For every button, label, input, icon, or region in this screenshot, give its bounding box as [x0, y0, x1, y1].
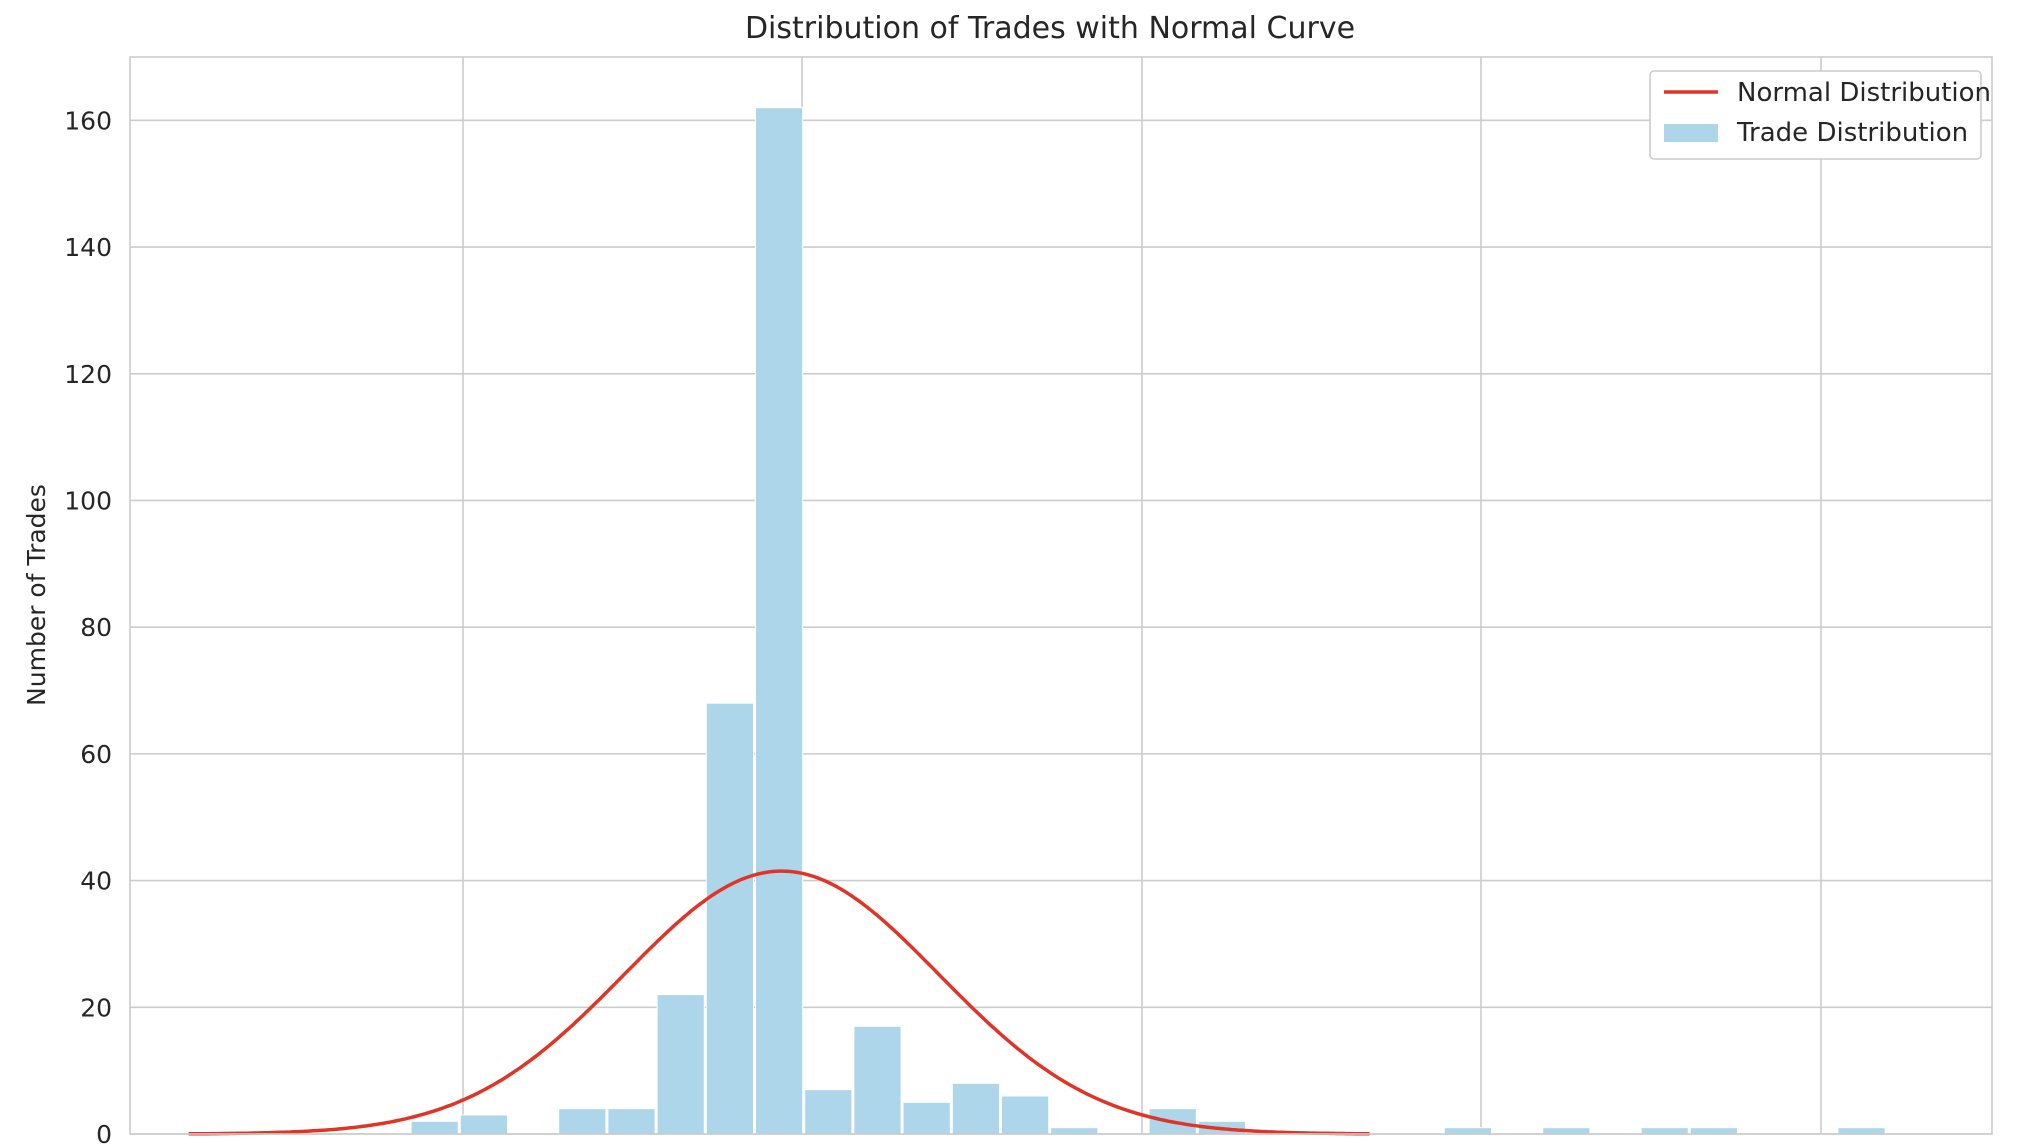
histogram-bar	[410, 1120, 459, 1135]
y-tick-label: 140	[64, 233, 112, 262]
histogram-bar	[558, 1108, 607, 1135]
axes-border	[129, 56, 1993, 1135]
histogram-bar	[1050, 1127, 1099, 1135]
legend-swatch-trade-distribution	[1664, 124, 1718, 142]
histogram-bar	[705, 702, 754, 1135]
legend: Normal Distribution Trade Distribution	[1649, 70, 1991, 160]
histogram-bars	[410, 107, 1886, 1135]
legend-label-normal-distribution: Normal Distribution	[1737, 78, 1991, 108]
axes-frame	[129, 56, 1993, 1135]
normal-distribution-line	[188, 869, 1370, 1136]
y-tick-label: 160	[64, 106, 112, 135]
histogram-bar	[1542, 1127, 1591, 1135]
histogram-bar	[656, 994, 705, 1135]
y-axis-label: Number of Trades	[22, 484, 51, 706]
histogram-bar	[951, 1082, 1000, 1135]
histogram-bar	[1689, 1127, 1739, 1135]
legend-label-trade-distribution: Trade Distribution	[1736, 118, 1968, 148]
y-axis-ticks: 0 20 40 60 80 100 120 140 160	[64, 106, 112, 1144]
histogram-bar	[804, 1089, 853, 1135]
normal-curve	[188, 869, 1370, 1136]
histogram-bar	[1837, 1127, 1886, 1135]
legend-frame	[1649, 70, 1982, 160]
histogram-bar	[1443, 1127, 1493, 1135]
histogram-bar	[1640, 1127, 1689, 1135]
y-tick-label: 60	[80, 740, 112, 769]
histogram-bar	[459, 1114, 508, 1135]
y-tick-label: 20	[80, 993, 112, 1022]
y-tick-label: 100	[64, 486, 112, 515]
plot-area: 0 20 40 60 80 100 120 140 160	[64, 56, 1993, 1144]
y-tick-label: 0	[96, 1120, 112, 1144]
y-tick-label: 80	[80, 613, 112, 642]
histogram-bar	[902, 1101, 951, 1135]
y-tick-label: 40	[80, 867, 112, 896]
histogram-bar	[755, 107, 804, 1135]
histogram-bar	[1001, 1095, 1050, 1135]
histogram-bar	[607, 1108, 656, 1135]
y-tick-label: 120	[64, 360, 112, 389]
histogram-bar	[853, 1025, 902, 1135]
chart-title: Distribution of Trades with Normal Curve	[745, 11, 1355, 46]
